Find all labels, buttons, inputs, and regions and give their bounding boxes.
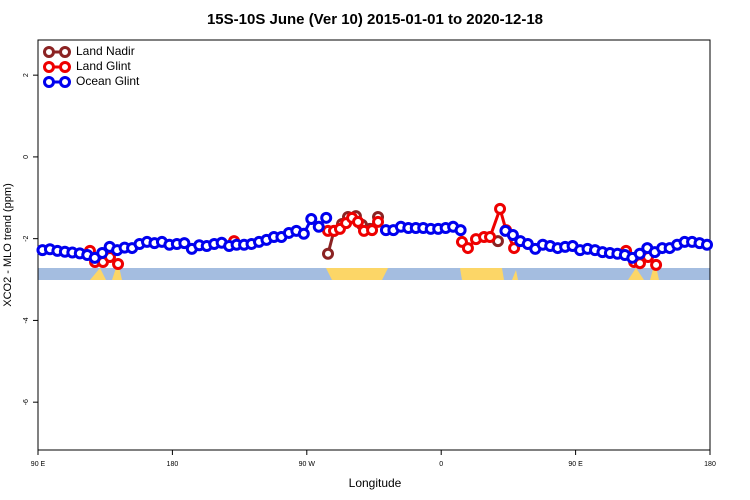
land-band (112, 262, 122, 280)
x-tick-label: 0 (439, 461, 443, 468)
data-point (366, 224, 379, 237)
land-band (512, 270, 518, 280)
land-band (326, 268, 388, 280)
y-tick-label: 2 (23, 73, 30, 77)
data-point (322, 247, 335, 260)
data-point (297, 227, 310, 240)
x-tick-label: 180 (704, 461, 716, 468)
land-band (460, 268, 504, 280)
surface-band (38, 262, 710, 280)
legend-label: Land Nadir (76, 44, 135, 58)
data-point (506, 228, 519, 241)
legend-marker (43, 46, 55, 58)
data-point (484, 231, 497, 244)
x-tick-label: 90 E (568, 461, 583, 468)
data-point (701, 238, 714, 251)
data-point (633, 247, 646, 260)
data-point (454, 224, 467, 237)
legend-marker (43, 76, 55, 88)
data-point (178, 237, 191, 250)
y-tick-label: -6 (23, 399, 30, 405)
x-tick-label: 90 W (299, 461, 316, 468)
x-axis-label: Longitude (349, 476, 402, 490)
data-point (508, 242, 521, 255)
y-tick-label: 0 (23, 155, 30, 159)
y-tick-label: -2 (23, 235, 30, 241)
chart-title: 15S-10S June (Ver 10) 2015-01-01 to 2020… (207, 11, 543, 28)
y-tick-label: -4 (23, 317, 30, 323)
legend-marker (59, 76, 71, 88)
data-point (372, 215, 385, 228)
data-point (494, 202, 507, 215)
x-tick-label: 90 E (31, 461, 46, 468)
data-point (305, 213, 318, 226)
data-point (96, 246, 109, 259)
data-point (312, 220, 325, 233)
data-point (320, 211, 333, 224)
data-point (461, 242, 474, 255)
land-band (90, 268, 106, 280)
data-point (112, 258, 125, 271)
legend-label: Ocean Glint (76, 74, 140, 88)
legend-marker (43, 61, 55, 73)
data-point (650, 258, 663, 271)
x-tick-label: 180 (167, 461, 179, 468)
legend-marker (59, 46, 71, 58)
y-axis-label: XCO2 - MLO trend (ppm) (2, 183, 14, 306)
land-band (628, 268, 644, 280)
legend-label: Land Glint (76, 59, 131, 73)
land-band (650, 262, 659, 280)
data-point (352, 215, 365, 228)
legend-marker (59, 61, 71, 73)
